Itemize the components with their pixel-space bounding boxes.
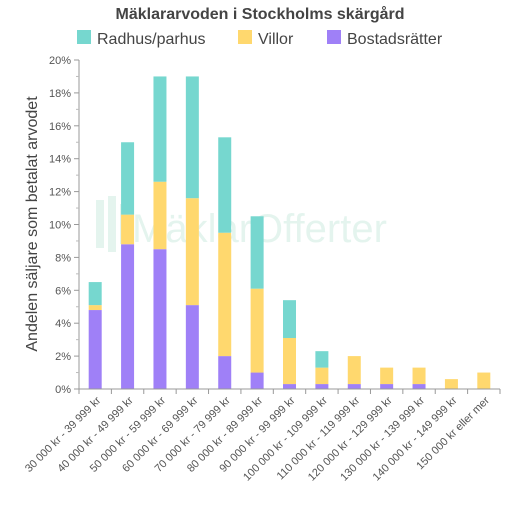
- bar-segment: [347, 356, 361, 385]
- bar-segment: [218, 137, 232, 233]
- bar-segment: [477, 372, 491, 389]
- bar-segment: [218, 232, 232, 357]
- legend: Radhus/parhus Villor Bostadsrätter: [77, 30, 443, 48]
- y-tick-label: 2%: [55, 351, 71, 363]
- chart-title: Mäklararvoden i Stockholms skärgård: [116, 5, 405, 23]
- bar-segment: [315, 351, 329, 368]
- bar-segment: [250, 288, 264, 373]
- y-tick-label: 6%: [55, 285, 71, 297]
- legend-label: Bostadsrätter: [347, 31, 443, 48]
- bar-segment: [315, 384, 329, 389]
- y-tick-label: 18%: [49, 88, 71, 100]
- bar-segment: [283, 384, 296, 389]
- bar-segment: [121, 244, 135, 389]
- bar-segment: [218, 356, 232, 389]
- bar-segment: [88, 282, 102, 306]
- watermark-logo-bar: [96, 200, 104, 248]
- legend-swatch: [77, 30, 91, 44]
- bar-segment: [121, 142, 135, 215]
- legend-label: Radhus/parhus: [97, 31, 206, 48]
- bar-segment: [185, 198, 199, 306]
- watermark: MäklarOfferter: [96, 196, 387, 252]
- bar-segment: [283, 338, 296, 385]
- y-tick-label: 10%: [49, 220, 71, 232]
- y-tick-label: 12%: [49, 187, 71, 199]
- y-tick-label: 0%: [55, 384, 71, 396]
- bar-segment: [153, 181, 167, 250]
- bar-segment: [88, 305, 102, 311]
- y-tick-label: 4%: [55, 318, 71, 330]
- bar-segment: [347, 384, 361, 389]
- watermark-logo-bar: [108, 196, 116, 252]
- y-axis-label: Andelen säljare som betalat arvodet: [24, 96, 41, 352]
- bar-segment: [88, 310, 102, 389]
- y-axis: 0% 2% 4% 6% 8% 10% 12% 14% 16% 18% 20%: [49, 55, 80, 396]
- bar-segment: [121, 214, 135, 245]
- bar-segment: [380, 384, 394, 389]
- bar-segment: [315, 367, 329, 385]
- y-tick-label: 14%: [49, 154, 71, 166]
- bars: [88, 76, 491, 389]
- bar-segment: [250, 372, 264, 389]
- y-tick-label: 16%: [49, 121, 71, 133]
- bar-segment: [250, 216, 264, 289]
- bar-segment: [153, 76, 167, 182]
- bar-segment: [412, 367, 426, 385]
- bar-segment: [185, 305, 199, 389]
- y-tick-label: 8%: [55, 252, 71, 264]
- legend-label: Villor: [258, 31, 294, 48]
- bar-segment: [380, 367, 394, 385]
- y-tick-label: 20%: [49, 55, 71, 67]
- bar-segment: [153, 249, 167, 389]
- legend-swatch: [238, 30, 252, 44]
- bar-segment: [412, 384, 426, 389]
- bar-segment: [283, 300, 296, 339]
- legend-swatch: [327, 30, 341, 44]
- bar-segment: [185, 76, 199, 199]
- bar-segment: [444, 379, 458, 389]
